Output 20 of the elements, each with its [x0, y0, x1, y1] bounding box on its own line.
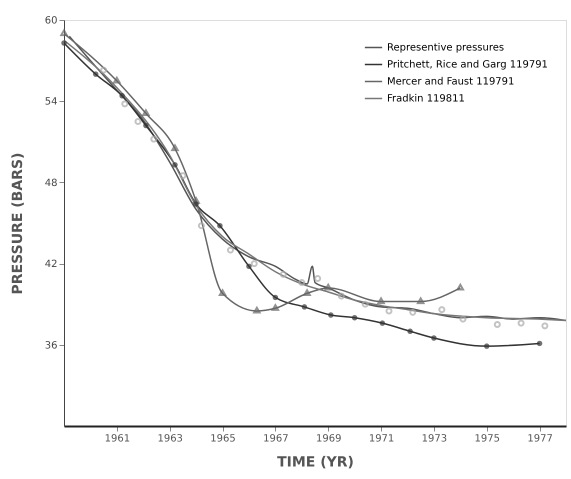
legend-label: Mercer and Faust 119791 — [387, 76, 514, 88]
y-axis-title: PRESSURE (BARS) — [10, 152, 26, 294]
y-tick-label: 36 — [44, 340, 58, 352]
y-tick-label: 60 — [44, 16, 58, 26]
x-tick-label: 1971 — [368, 434, 394, 444]
x-tick-label: 1977 — [527, 434, 553, 444]
x-tick-label: 1975 — [474, 434, 500, 444]
legend-label: Representive pressures — [387, 42, 504, 54]
x-tick-label: 1963 — [157, 434, 183, 444]
y-tick-label: 42 — [44, 259, 58, 270]
x-tick-label: 1973 — [422, 434, 448, 444]
y-tick-label: 54 — [44, 96, 58, 108]
legend-label: Pritchett, Rice and Garg 119791 — [387, 60, 548, 70]
x-tick-label: 1961 — [104, 434, 130, 444]
x-tick-label: 1965 — [210, 434, 236, 444]
x-axis-title: TIME (YR) — [277, 454, 354, 470]
x-tick-label: 1967 — [263, 434, 289, 444]
y-tick-label: 48 — [44, 178, 58, 189]
legend-label: Fradkin 119811 — [387, 94, 465, 104]
x-tick-label: 1969 — [316, 434, 342, 444]
